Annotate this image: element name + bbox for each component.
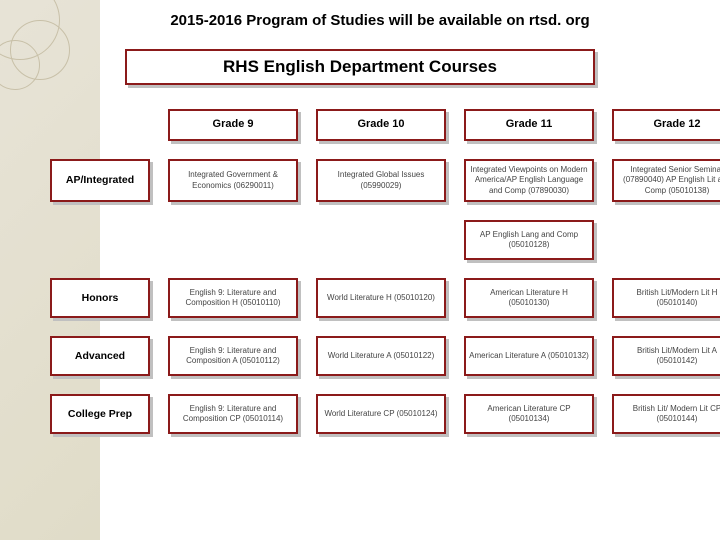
course-cell: English 9: Literature and Composition H … [168,278,298,318]
col-header: Grade 9 [168,109,298,141]
col-header: Grade 12 [612,109,720,141]
course-cell: English 9: Literature and Composition A … [168,336,298,376]
course-cell: World Literature CP (05010124) [316,394,446,434]
chart-title: RHS English Department Courses [125,49,595,85]
course-cell: English 9: Literature and Composition CP… [168,394,298,434]
col-header: Grade 11 [464,109,594,141]
course-grid: Grade 9 Grade 10 Grade 11 Grade 12 AP/In… [50,109,720,434]
row-label: Advanced [50,336,150,376]
course-cell: British Lit/Modern Lit A (05010142) [612,336,720,376]
col-header: Grade 10 [316,109,446,141]
course-cell: British Lit/ Modern Lit CP (05010144) [612,394,720,434]
course-cell: World Literature A (05010122) [316,336,446,376]
course-cell: World Literature H (05010120) [316,278,446,318]
course-cell: Integrated Viewpoints on Modern America/… [464,159,594,202]
course-cell: British Lit/Modern Lit H (05010140) [612,278,720,318]
course-cell: American Literature H (05010130) [464,278,594,318]
row-label: Honors [50,278,150,318]
row-label: College Prep [50,394,150,434]
row-label: AP/Integrated [50,159,150,202]
course-cell: AP English Lang and Comp (05010128) [464,220,594,260]
course-cell: Integrated Global Issues (05990029) [316,159,446,202]
course-cell: American Literature CP (05010134) [464,394,594,434]
course-cell: Integrated Government & Economics (06290… [168,159,298,202]
course-cell: American Literature A (05010132) [464,336,594,376]
page-subtitle: 2015-2016 Program of Studies will be ava… [40,12,720,29]
content-area: 2015-2016 Program of Studies will be ava… [0,0,720,434]
course-cell: Integrated Senior Seminar (07890040) AP … [612,159,720,202]
